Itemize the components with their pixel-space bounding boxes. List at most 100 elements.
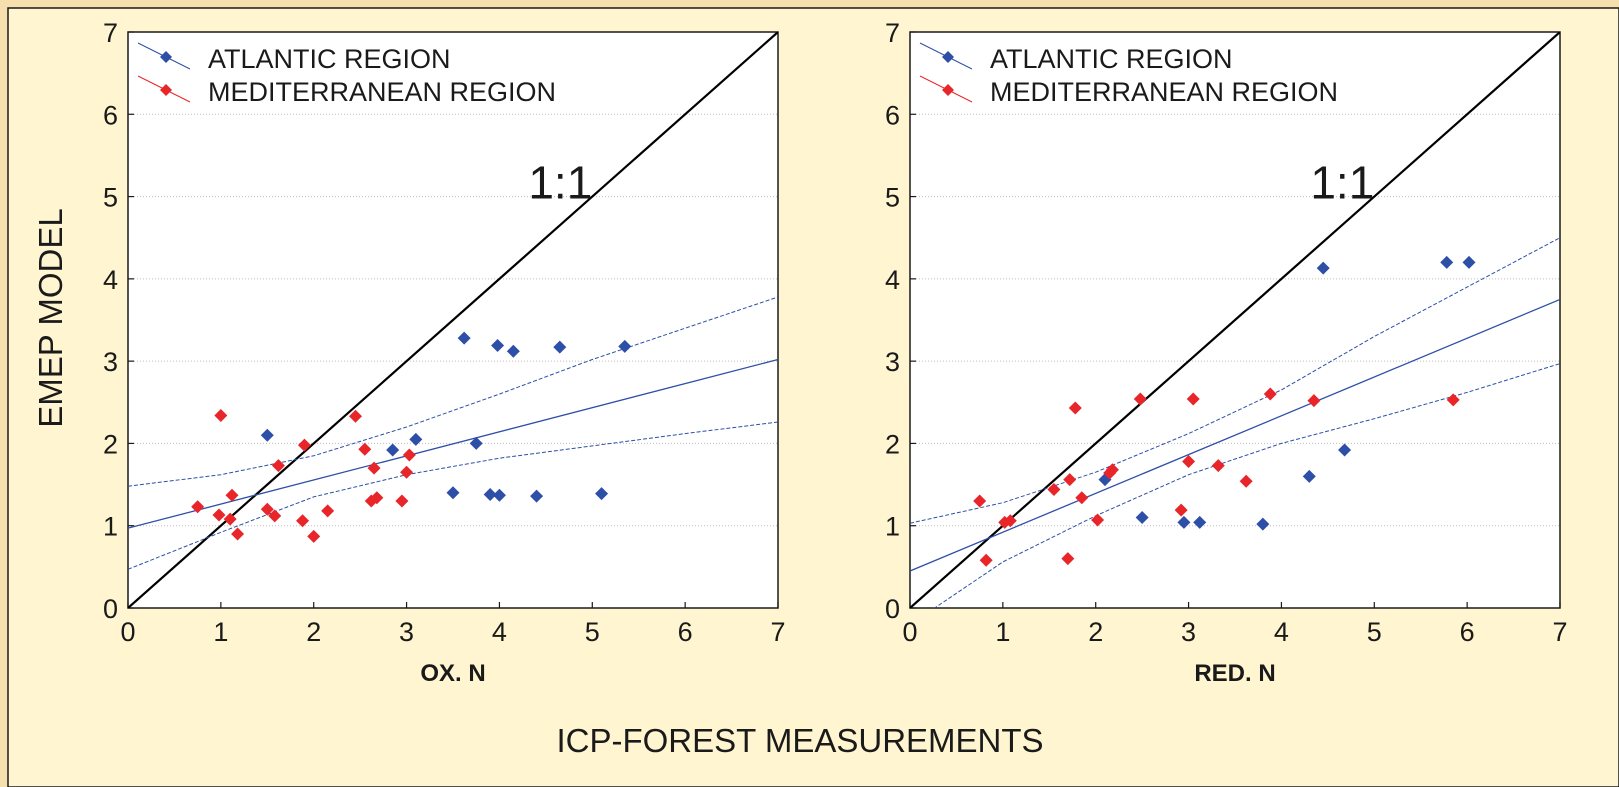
y-tick-label: 0 bbox=[103, 594, 118, 624]
data-point bbox=[491, 339, 505, 353]
data-point bbox=[1211, 459, 1225, 473]
legend-label: ATLANTIC REGION bbox=[208, 44, 451, 74]
x-tick-label: 7 bbox=[1552, 617, 1567, 647]
data-point bbox=[1068, 401, 1082, 415]
confidence-band-lower bbox=[128, 421, 778, 570]
x-axis-label: RED. N bbox=[1194, 660, 1275, 687]
data-point bbox=[1307, 394, 1321, 408]
confidence-band-upper bbox=[910, 237, 1560, 524]
y-tick-label: 5 bbox=[103, 183, 118, 213]
data-point bbox=[1302, 469, 1316, 483]
data-point bbox=[402, 448, 416, 462]
data-point bbox=[469, 436, 483, 450]
data-point bbox=[1003, 514, 1017, 528]
data-point bbox=[400, 465, 414, 479]
x-tick-label: 6 bbox=[1460, 617, 1475, 647]
x-tick-label: 1 bbox=[213, 617, 228, 647]
plot-frame bbox=[127, 31, 779, 609]
data-point bbox=[618, 339, 632, 353]
data-point bbox=[1462, 255, 1476, 269]
data-point bbox=[1133, 392, 1147, 406]
y-tick-label: 2 bbox=[885, 429, 900, 459]
plot-content bbox=[128, 32, 778, 608]
data-point bbox=[367, 461, 381, 475]
identity-line bbox=[910, 32, 1560, 608]
y-tick-label: 4 bbox=[103, 265, 118, 295]
identity-annotation: 1:1 bbox=[1310, 157, 1374, 209]
x-tick-label: 0 bbox=[120, 617, 135, 647]
x-tick-label: 2 bbox=[1088, 617, 1103, 647]
y-tick-label: 6 bbox=[885, 100, 900, 130]
data-point bbox=[1263, 387, 1277, 401]
x-tick-label: 3 bbox=[399, 617, 414, 647]
x-tick-label: 2 bbox=[306, 617, 321, 647]
data-point bbox=[225, 488, 239, 502]
data-point bbox=[358, 442, 372, 456]
data-point bbox=[260, 502, 274, 516]
data-point bbox=[446, 486, 460, 500]
data-point bbox=[1063, 473, 1077, 487]
legend-marker bbox=[942, 51, 954, 63]
series-atlantic bbox=[260, 331, 632, 503]
regression-line bbox=[128, 358, 778, 529]
data-point bbox=[409, 432, 423, 446]
data-point bbox=[595, 487, 609, 501]
confidence-band-upper bbox=[128, 296, 778, 487]
data-point bbox=[973, 494, 987, 508]
x-tick-label: 4 bbox=[492, 617, 507, 647]
data-point bbox=[395, 494, 409, 508]
data-point bbox=[268, 509, 282, 523]
y-tick-label: 4 bbox=[885, 265, 900, 295]
x-axis-title: ICP-FOREST MEASUREMENTS bbox=[556, 722, 1043, 759]
data-point bbox=[231, 527, 245, 541]
data-point bbox=[553, 340, 567, 354]
data-point bbox=[530, 489, 544, 503]
y-tick-label: 6 bbox=[103, 100, 118, 130]
x-tick-label: 5 bbox=[585, 617, 600, 647]
y-tick-label: 1 bbox=[103, 512, 118, 542]
data-point bbox=[1239, 474, 1253, 488]
data-point bbox=[1177, 515, 1191, 529]
x-axis-label: OX. N bbox=[420, 660, 485, 687]
x-tick-label: 0 bbox=[902, 617, 917, 647]
data-point bbox=[1061, 552, 1075, 566]
y-tick-label: 3 bbox=[103, 347, 118, 377]
data-point bbox=[297, 438, 311, 452]
data-point bbox=[386, 443, 400, 457]
legend-marker bbox=[160, 84, 172, 96]
identity-line bbox=[128, 32, 778, 608]
regression-line bbox=[910, 298, 1560, 572]
legend-marker bbox=[160, 51, 172, 63]
y-axis-title: EMEP MODEL bbox=[32, 208, 69, 427]
x-tick-label: 5 bbox=[1367, 617, 1382, 647]
data-point bbox=[370, 491, 384, 505]
data-point bbox=[492, 488, 506, 502]
data-point bbox=[979, 553, 993, 567]
identity-annotation: 1:1 bbox=[528, 157, 592, 209]
data-point bbox=[1182, 455, 1196, 469]
x-tick-label: 3 bbox=[1181, 617, 1196, 647]
data-point bbox=[1174, 503, 1188, 517]
data-point bbox=[321, 504, 335, 518]
data-point bbox=[457, 331, 471, 345]
legend-label: ATLANTIC REGION bbox=[990, 44, 1233, 74]
data-point bbox=[271, 459, 285, 473]
data-point bbox=[307, 529, 321, 543]
y-tick-label: 3 bbox=[885, 347, 900, 377]
data-point bbox=[260, 428, 274, 442]
chart-panel-ox-n: 0 1 2 3 4 5 6 7 0 1 2 3 4 5 6 7 OX. N 1:1 ATLANTIC REGIONM… bbox=[103, 18, 786, 687]
data-point bbox=[1186, 392, 1200, 406]
legend-label: MEDITERRANEAN REGION bbox=[990, 77, 1338, 107]
x-tick-label: 4 bbox=[1274, 617, 1289, 647]
data-point bbox=[1047, 483, 1061, 497]
y-tick-label: 5 bbox=[885, 183, 900, 213]
data-point bbox=[1193, 515, 1207, 529]
data-point bbox=[214, 408, 228, 422]
data-point bbox=[191, 500, 205, 514]
legend-marker bbox=[942, 84, 954, 96]
data-point bbox=[483, 487, 497, 501]
x-tick-label: 1 bbox=[995, 617, 1010, 647]
data-point bbox=[1440, 255, 1454, 269]
data-point bbox=[1075, 491, 1089, 505]
